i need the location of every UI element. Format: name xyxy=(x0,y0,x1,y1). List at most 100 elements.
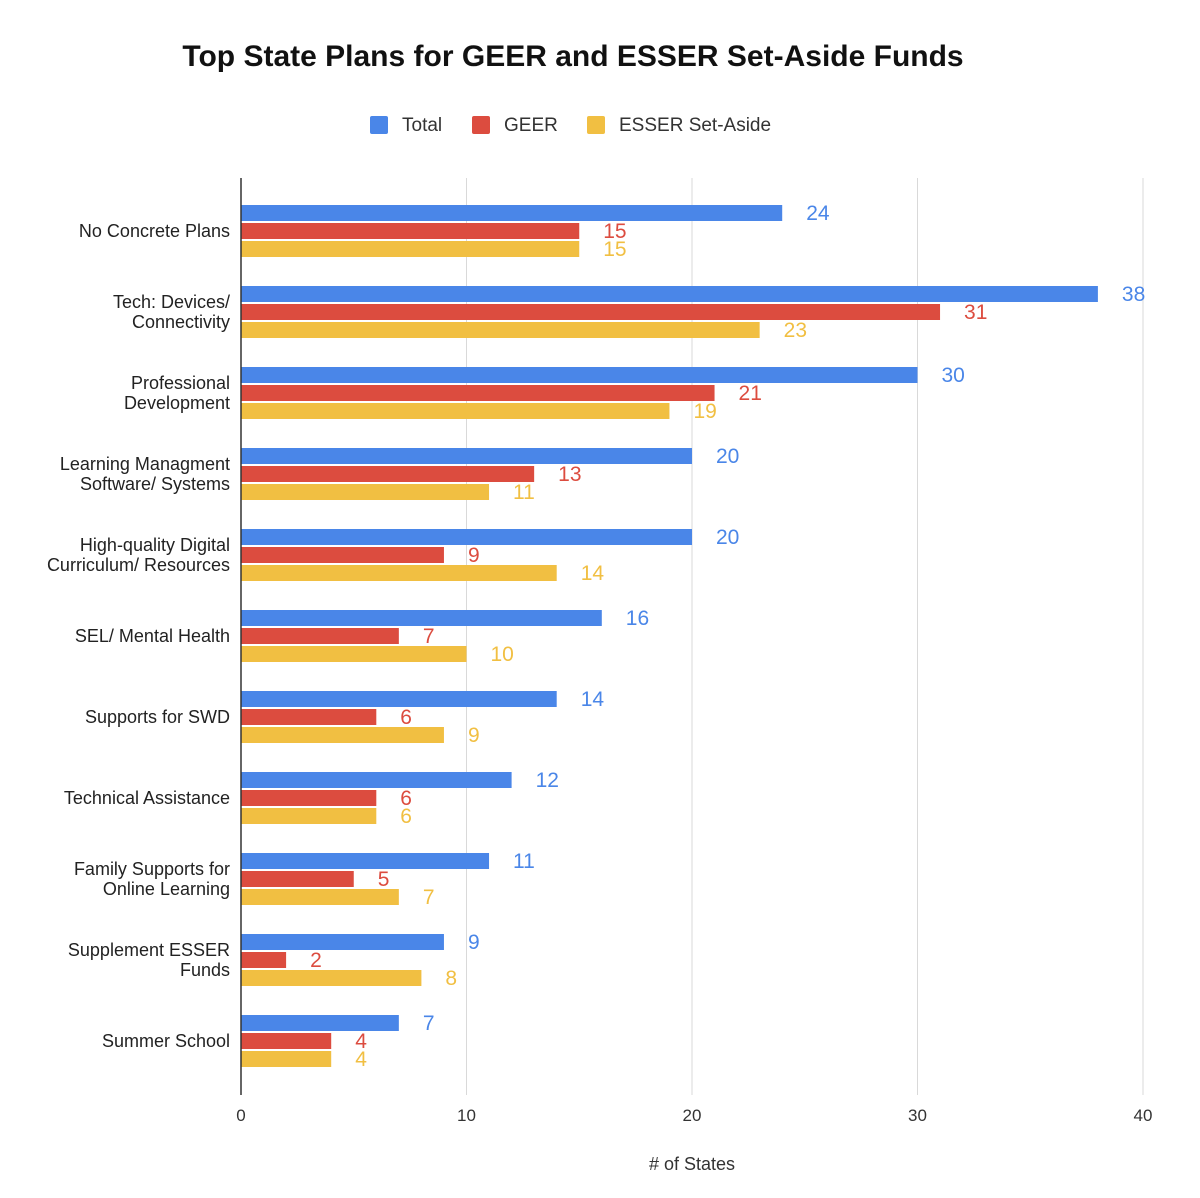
data-label: 30 xyxy=(942,364,965,387)
category-label: Curriculum/ Resources xyxy=(47,555,230,575)
bar-geer xyxy=(241,871,354,887)
category-labels: No Concrete Plans Tech: Devices/Connectiv… xyxy=(47,221,230,1051)
data-label: 9 xyxy=(468,931,480,954)
category-label: Funds xyxy=(180,960,230,980)
bar-total xyxy=(241,691,557,707)
legend-label-1: GEER xyxy=(504,115,558,136)
data-label: 20 xyxy=(716,526,739,549)
bars: 2415153831233021192013112091416710146912… xyxy=(241,202,1145,1071)
data-label: 13 xyxy=(558,463,581,486)
category-label: Tech: Devices/ xyxy=(113,292,230,312)
data-label: 11 xyxy=(513,481,535,504)
category-label: Summer School xyxy=(102,1031,230,1051)
bar-geer xyxy=(241,547,444,563)
legend-swatch-1 xyxy=(472,116,490,134)
bar-geer xyxy=(241,790,377,806)
bar-esser-set-aside xyxy=(241,241,580,257)
bar-esser-set-aside xyxy=(241,322,760,338)
data-label: 21 xyxy=(739,382,762,405)
bar-geer xyxy=(241,223,580,239)
category-label: Learning Managment xyxy=(60,454,230,474)
bar-total xyxy=(241,205,783,221)
legend: Total GEER ESSER Set-Aside xyxy=(370,115,771,136)
category-label: Development xyxy=(124,393,230,413)
bar-geer xyxy=(241,1033,332,1049)
bar-total xyxy=(241,610,602,626)
x-tick-label: 40 xyxy=(1134,1106,1153,1125)
bar-total xyxy=(241,529,692,545)
bar-esser-set-aside xyxy=(241,970,422,986)
data-label: 10 xyxy=(491,643,514,666)
data-label: 6 xyxy=(400,706,412,729)
bar-total xyxy=(241,934,444,950)
bar-esser-set-aside xyxy=(241,646,467,662)
data-label: 14 xyxy=(581,562,605,585)
x-tick-label: 30 xyxy=(908,1106,927,1125)
x-tick-label: 20 xyxy=(683,1106,702,1125)
data-label: 24 xyxy=(806,202,830,225)
category-label: Online Learning xyxy=(103,879,230,899)
x-tick-label: 10 xyxy=(457,1106,476,1125)
data-label: 14 xyxy=(581,688,605,711)
bar-total xyxy=(241,853,490,869)
category-label: Professional xyxy=(131,373,230,393)
bar-esser-set-aside xyxy=(241,727,444,743)
data-label: 12 xyxy=(536,769,559,792)
data-label: 9 xyxy=(468,724,480,747)
category-label: High-quality Digital xyxy=(80,535,230,555)
bar-geer xyxy=(241,304,941,320)
data-label: 2 xyxy=(310,949,322,972)
data-label: 7 xyxy=(423,625,435,648)
bar-esser-set-aside xyxy=(241,403,670,419)
data-label: 15 xyxy=(603,238,626,261)
bar-total xyxy=(241,1015,399,1031)
bar-total xyxy=(241,772,512,788)
legend-label-2: ESSER Set-Aside xyxy=(619,115,771,136)
data-label: 11 xyxy=(513,850,535,873)
data-label: 23 xyxy=(784,319,807,342)
chart-title: Top State Plans for GEER and ESSER Set-A… xyxy=(182,40,963,73)
data-label: 15 xyxy=(603,220,626,243)
bar-total xyxy=(241,286,1098,302)
category-label: Connectivity xyxy=(132,312,230,332)
data-label: 31 xyxy=(964,301,987,324)
bar-geer xyxy=(241,385,715,401)
bar-esser-set-aside xyxy=(241,808,377,824)
category-label: Family Supports for xyxy=(74,859,230,879)
bar-geer xyxy=(241,628,399,644)
data-label: 4 xyxy=(355,1030,367,1053)
bar-esser-set-aside xyxy=(241,889,399,905)
data-label: 6 xyxy=(400,787,412,810)
category-label: SEL/ Mental Health xyxy=(75,626,230,646)
data-label: 20 xyxy=(716,445,739,468)
data-label: 38 xyxy=(1122,283,1145,306)
data-label: 9 xyxy=(468,544,480,567)
bar-esser-set-aside xyxy=(241,565,557,581)
category-label: No Concrete Plans xyxy=(79,221,230,241)
category-label: Technical Assistance xyxy=(64,788,230,808)
bar-total xyxy=(241,367,918,383)
bar-geer xyxy=(241,709,377,725)
data-label: 19 xyxy=(693,400,716,423)
legend-swatch-0 xyxy=(370,116,388,134)
data-label: 16 xyxy=(626,607,649,630)
category-label: Supports for SWD xyxy=(85,707,230,727)
data-label: 7 xyxy=(423,886,435,909)
bar-esser-set-aside xyxy=(241,484,490,500)
bar-geer xyxy=(241,952,287,968)
x-tick-label: 0 xyxy=(236,1106,245,1125)
category-label: Software/ Systems xyxy=(80,474,230,494)
data-label: 8 xyxy=(445,967,457,990)
data-label: 7 xyxy=(423,1012,435,1035)
bar-total xyxy=(241,448,692,464)
x-axis-label: # of States xyxy=(649,1154,735,1174)
category-label: Supplement ESSER xyxy=(68,940,230,960)
legend-swatch-2 xyxy=(587,116,605,134)
bar-geer xyxy=(241,466,535,482)
legend-label-0: Total xyxy=(402,115,442,136)
data-label: 6 xyxy=(400,805,412,828)
data-label: 4 xyxy=(355,1048,367,1071)
data-label: 5 xyxy=(378,868,390,891)
bar-esser-set-aside xyxy=(241,1051,332,1067)
